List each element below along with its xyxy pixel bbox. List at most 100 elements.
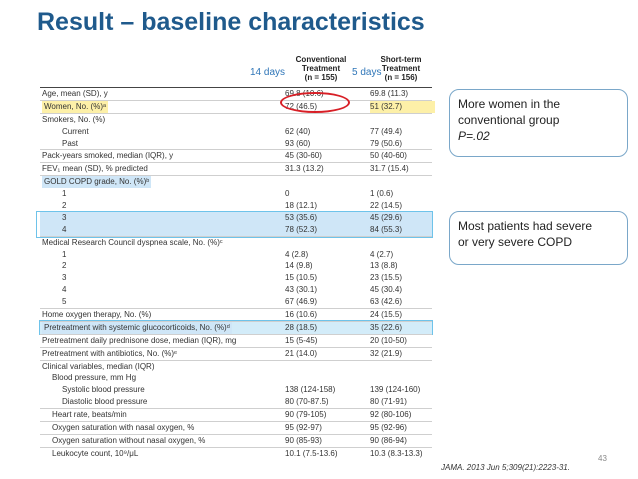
row-label: Pretreatment with antibiotics, No. (%)ᵉ [42, 348, 178, 358]
table-row: Leukocyte count, 10⁹/μL 10.1 (7.5-13.6) 10… [40, 446, 432, 460]
callout-copd-line2: or very severe COPD [458, 235, 573, 249]
table-row: 4 78 (52.3) 84 (55.3) [40, 223, 432, 236]
row-value-conventional: 138 (124-158) [285, 385, 336, 395]
row-label: Home oxygen therapy, No. (%) [42, 310, 152, 320]
row-label: 2 [62, 261, 67, 271]
header-shortterm-n: (n = 156) [384, 73, 418, 82]
women-red-circle [280, 92, 350, 113]
row-label: 1 [62, 189, 67, 199]
table-row: Medical Research Council dyspnea scale, … [40, 235, 432, 249]
row-value-shortterm: 50 (40-60) [370, 151, 407, 161]
slide-title: Result – baseline characteristics [37, 8, 425, 36]
row-value-shortterm: 95 (92-96) [370, 423, 407, 433]
row-label: 1 [62, 249, 67, 259]
callout-women-pvalue: P=.02 [458, 129, 490, 143]
row-value-conventional: 90 (85-93) [285, 435, 322, 445]
row-value-conventional: 14 (9.8) [285, 261, 313, 271]
row-label: Blood pressure, mm Hg [52, 373, 137, 383]
row-value-shortterm: 92 (80-106) [370, 410, 412, 420]
row-value-shortterm: 1 (0.6) [370, 189, 394, 199]
table-row: GOLD COPD grade, No. (%)ᵇ [40, 175, 432, 189]
table-row: 1 4 (2.8) 4 (2.7) [40, 249, 432, 261]
row-value-shortterm: 51 (32.7) [370, 100, 435, 113]
table-row: Blood pressure, mm Hg [40, 372, 432, 384]
callout-copd-line1: Most patients had severe [458, 219, 593, 233]
row-label: Diastolic blood pressure [62, 397, 148, 407]
table-row: Systolic blood pressure 138 (124-158) 139 … [40, 384, 432, 396]
row-label: 2 [62, 201, 67, 211]
page-number: 43 [598, 454, 607, 463]
row-label: Systolic blood pressure [62, 385, 145, 395]
row-value-conventional: 95 (92-97) [285, 423, 322, 433]
table-row: Smokers, No. (%) [40, 112, 432, 126]
row-value-shortterm: 24 (15.5) [370, 310, 403, 320]
row-value-shortterm: 31.7 (15.4) [370, 164, 409, 174]
row-value-conventional: 62 (40) [285, 126, 311, 136]
header-conventional: Conventional Treatment (n = 155) [280, 55, 362, 82]
row-value-conventional: 18 (12.1) [285, 201, 318, 211]
row-label: Pack-years smoked, median (IQR), y [42, 151, 174, 161]
row-value-conventional: 78 (52.3) [285, 224, 318, 234]
row-label: 4 [62, 224, 67, 234]
row-value-conventional: 90 (79-105) [285, 410, 327, 420]
row-label: Oxygen saturation without nasal oxygen, … [52, 435, 206, 445]
row-label: Pretreatment with systemic glucocorticoi… [42, 321, 232, 334]
callout-women-line1: More women in the [458, 97, 561, 111]
row-value-shortterm: 79 (50.6) [370, 138, 403, 148]
table-row: Clinical variables, median (IQR) [40, 359, 432, 373]
row-value-shortterm: 84 (55.3) [370, 224, 403, 234]
copd-grade-highlight-box [36, 211, 433, 238]
table-row: 3 53 (35.6) 45 (29.6) [40, 211, 432, 224]
row-value-conventional: 16 (10.6) [285, 310, 318, 320]
row-value-conventional: 31.3 (13.2) [285, 164, 324, 174]
table-row: Home oxygen therapy, No. (%) 16 (10.6) 24 … [40, 308, 432, 321]
table-row: Current 62 (40) 77 (49.4) [40, 126, 432, 138]
header-conventional-label: Conventional Treatment [295, 55, 347, 73]
row-label: Heart rate, beats/min [52, 410, 127, 420]
days-label-shortterm: 5 days [352, 67, 382, 78]
row-value-shortterm: 80 (71-91) [370, 397, 407, 407]
row-label: Clinical variables, median (IQR) [42, 361, 155, 371]
table-row: 3 15 (10.5) 23 (15.5) [40, 272, 432, 284]
row-value-conventional: 15 (10.5) [285, 273, 318, 283]
row-value-conventional: 45 (30-60) [285, 151, 322, 161]
row-value-conventional: 10.1 (7.5-13.6) [285, 448, 338, 458]
table-row: 4 43 (30.1) 45 (30.4) [40, 284, 432, 296]
row-label: Smokers, No. (%) [42, 114, 106, 124]
row-label: Age, mean (SD), y [42, 89, 108, 98]
table-row: 1 0 1 (0.6) [40, 188, 432, 200]
row-value-shortterm: 45 (30.4) [370, 285, 403, 295]
row-value-shortterm: 139 (124-160) [370, 385, 421, 395]
header-conventional-n: (n = 155) [304, 73, 338, 82]
row-value-shortterm: 4 (2.7) [370, 249, 394, 259]
row-value-conventional: 43 (30.1) [285, 285, 318, 295]
row-label: 3 [62, 212, 67, 222]
row-label: Women, No. (%)ᵃ [42, 100, 108, 113]
row-label: 5 [62, 297, 67, 307]
table-body: Age, mean (SD), y 69.8 (10.6) 69.8 (11.3) W… [39, 88, 435, 460]
table-row: Heart rate, beats/min 90 (79-105) 92 (80-1… [40, 408, 432, 421]
table-row: Diastolic blood pressure 80 (70-87.5) 80 (… [40, 396, 432, 408]
row-value-conventional: 80 (70-87.5) [285, 397, 329, 407]
row-label: Current [62, 126, 89, 136]
row-label: Leukocyte count, 10⁹/μL [52, 448, 139, 458]
table-row: Pretreatment daily prednisone dose, medi… [40, 333, 432, 347]
row-label: Past [62, 138, 79, 148]
table-row: Pretreatment with antibiotics, No. (%)ᵉ 2… [40, 346, 432, 360]
row-value-conventional: 67 (46.9) [285, 297, 318, 307]
baseline-table: Conventional Treatment (n = 155) Short-t… [39, 55, 435, 460]
row-value-conventional: 53 (35.6) [285, 212, 318, 222]
table-row: Past 93 (60) 79 (50.6) [40, 138, 432, 150]
table-row: Age, mean (SD), y 69.8 (10.6) 69.8 (11.3) [40, 88, 432, 100]
row-label: 4 [62, 285, 67, 295]
row-label: Pretreatment daily prednisone dose, medi… [42, 335, 237, 345]
row-value-shortterm: 45 (29.6) [370, 212, 403, 222]
header-shortterm-label: Short-term Treatment [380, 55, 422, 73]
row-value-shortterm: 77 (49.4) [370, 126, 403, 136]
row-value-shortterm: 32 (21.9) [370, 348, 403, 358]
row-value-shortterm: 22 (14.5) [370, 201, 403, 211]
row-label: 3 [62, 273, 67, 283]
table-header: Conventional Treatment (n = 155) Short-t… [40, 55, 432, 88]
row-value-conventional: 28 (18.5) [285, 322, 318, 332]
table-row: Oxygen saturation without nasal oxygen, … [40, 433, 432, 447]
